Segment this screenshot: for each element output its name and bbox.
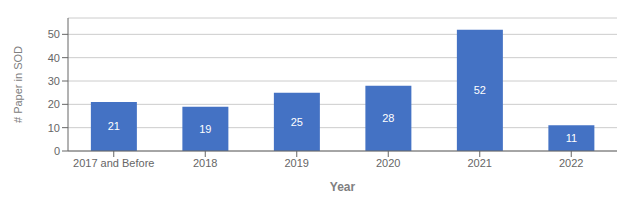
svg-text:40: 40 — [48, 52, 60, 64]
svg-text:50: 50 — [48, 28, 60, 40]
svg-text:25: 25 — [291, 116, 303, 128]
svg-text:2017 and Before: 2017 and Before — [73, 157, 154, 169]
svg-text:19: 19 — [199, 123, 211, 135]
svg-text:10: 10 — [48, 122, 60, 134]
svg-text:2018: 2018 — [193, 157, 217, 169]
svg-text:2022: 2022 — [559, 157, 583, 169]
svg-text:11: 11 — [566, 132, 577, 144]
svg-text:0: 0 — [54, 145, 60, 157]
svg-text:# Paper in SOD: # Paper in SOD — [12, 46, 24, 123]
svg-text:30: 30 — [48, 75, 60, 87]
svg-text:Year: Year — [330, 180, 356, 194]
svg-text:2019: 2019 — [285, 157, 309, 169]
svg-text:52: 52 — [474, 84, 486, 96]
svg-text:20: 20 — [48, 98, 60, 110]
svg-text:2020: 2020 — [376, 157, 400, 169]
svg-text:2021: 2021 — [468, 157, 492, 169]
svg-text:21: 21 — [108, 120, 120, 132]
svg-text:28: 28 — [382, 112, 394, 124]
